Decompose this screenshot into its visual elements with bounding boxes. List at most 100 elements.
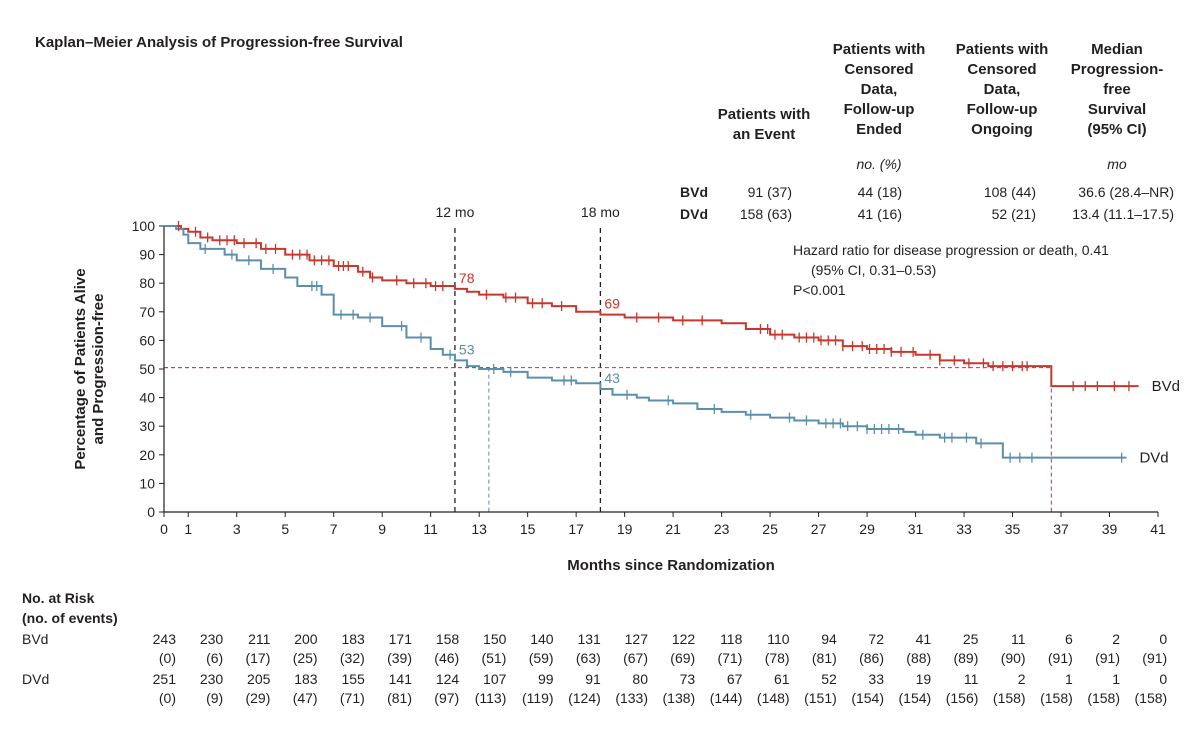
y-tick-label: 40	[139, 390, 155, 406]
risk-events-dvd: (158)	[1087, 690, 1120, 706]
bvd-median: 36.6 (28.4–NR)	[1078, 184, 1174, 200]
risk-count-bvd: 183	[341, 631, 365, 647]
risk-events-dvd: (113)	[474, 690, 507, 706]
header-censored-ended: Patients with Censored Data, Follow-up E…	[832, 41, 926, 138]
x-tick-label: 27	[811, 521, 827, 537]
x-tick-label: 9	[378, 521, 386, 537]
x-tick-label: 37	[1053, 521, 1069, 537]
risk-events-dvd: (148)	[756, 690, 790, 706]
bvd-ongoing: 108 (44)	[983, 184, 1036, 200]
risk-events-dvd: (151)	[804, 690, 837, 706]
risk-count-dvd: 205	[247, 671, 271, 687]
risk-count-bvd: 11	[1011, 631, 1026, 647]
risk-events-bvd: (0)	[158, 650, 176, 666]
header-event: Patients with an Event	[717, 106, 811, 143]
risk-count-dvd: 1	[1112, 671, 1120, 687]
risk-events-dvd: (81)	[387, 690, 412, 706]
x-tick-label: 33	[956, 521, 972, 537]
risk-count-bvd: 131	[577, 631, 601, 647]
x-tick-label: 25	[762, 521, 778, 537]
x-tick-label: 15	[520, 521, 536, 537]
risk-events-dvd: (71)	[339, 690, 365, 706]
data-label-bvd: 69	[604, 296, 620, 312]
risk-count-dvd: 2	[1017, 671, 1026, 687]
risk-count-dvd: 107	[483, 671, 507, 687]
risk-events-bvd: (91)	[1047, 650, 1073, 666]
x-tick-label: 17	[568, 521, 584, 537]
x-tick-label: 41	[1150, 521, 1166, 537]
x-tick-label: 23	[714, 521, 730, 537]
risk-events-bvd: (86)	[859, 650, 884, 666]
risk-events-bvd: (81)	[811, 650, 837, 666]
dvd-event: 158 (63)	[739, 206, 792, 222]
risk-events-bvd: (6)	[206, 650, 224, 666]
page-title: Kaplan–Meier Analysis of Progression-fre…	[35, 34, 403, 51]
hazard-line-1: Hazard ratio for disease progression or …	[793, 242, 1109, 258]
x-tick-label: 3	[233, 521, 241, 537]
dvd-median: 13.4 (11.1–17.5)	[1072, 206, 1174, 222]
risk-events-bvd: (71)	[717, 650, 743, 666]
risk-count-dvd: 33	[868, 671, 884, 687]
risk-events-dvd: (154)	[851, 690, 884, 706]
risk-count-bvd: 171	[388, 631, 412, 647]
risk-events-dvd: (0)	[158, 690, 176, 706]
risk-count-dvd: 73	[679, 671, 696, 687]
risk-events-dvd: (156)	[945, 690, 979, 706]
risk-events-dvd: (158)	[992, 690, 1026, 706]
y-tick-label: 100	[132, 218, 156, 234]
dvd-ended: 41 (16)	[857, 206, 902, 222]
risk-count-dvd: 124	[435, 671, 460, 687]
risk-events-dvd: (97)	[434, 690, 460, 706]
data-label-dvd: 43	[604, 370, 620, 386]
row-label-dvd: DVd	[680, 206, 708, 222]
risk-events-dvd: (29)	[245, 690, 271, 706]
risk-events-bvd: (91)	[1095, 650, 1120, 666]
y-tick-label: 60	[139, 332, 155, 348]
risk-count-dvd: 19	[915, 671, 932, 687]
header-median-pfs: Median Progression- free Survival (95% C…	[1070, 41, 1164, 138]
x-axis-title: Months since Randomization	[567, 557, 775, 574]
data-label-bvd: 78	[459, 270, 475, 286]
header-censored-ongoing: Patients with Censored Data, Follow-up O…	[955, 41, 1049, 138]
x-tick-label: 5	[281, 521, 289, 537]
y-tick-label: 90	[139, 247, 155, 263]
y-tick-label: 20	[139, 447, 155, 463]
risk-events-bvd: (63)	[575, 650, 601, 666]
x-tick-label: 31	[908, 521, 924, 537]
risk-count-dvd: 61	[774, 671, 790, 687]
series-line-bvd	[164, 225, 1139, 388]
risk-count-dvd: 183	[294, 671, 318, 687]
risk-events-dvd: (154)	[898, 690, 932, 706]
reference-line-label: 18 mo	[581, 204, 620, 220]
risk-events-dvd: (119)	[521, 690, 554, 706]
y-tick-label: 70	[139, 304, 155, 320]
risk-events-bvd: (69)	[670, 650, 696, 666]
risk-events-dvd: (158)	[1134, 690, 1168, 706]
risk-title-line-1: No. at Risk	[22, 590, 95, 606]
x-tick-label: 1	[184, 521, 192, 537]
risk-count-dvd: 11	[963, 671, 979, 687]
risk-title-line-2: (no. of events)	[22, 610, 118, 626]
dvd-ongoing: 52 (21)	[991, 206, 1036, 222]
risk-events-dvd: (138)	[662, 690, 696, 706]
risk-events-bvd: (25)	[292, 650, 318, 666]
risk-events-bvd: (90)	[1000, 650, 1026, 666]
y-tick-label: 30	[139, 418, 155, 434]
risk-events-bvd: (78)	[764, 650, 790, 666]
risk-count-bvd: 150	[483, 631, 507, 647]
risk-count-bvd: 25	[962, 631, 979, 647]
risk-count-bvd: 158	[435, 631, 460, 647]
risk-events-bvd: (91)	[1142, 650, 1168, 666]
series-line-dvd	[164, 225, 1127, 459]
risk-count-bvd: 243	[152, 631, 176, 647]
y-axis-title: Percentage of Patients Aliveand Progress…	[72, 268, 107, 469]
risk-count-dvd: 80	[632, 671, 648, 687]
risk-count-dvd: 141	[388, 671, 412, 687]
hazard-ratio-annotation: Hazard ratio for disease progression or …	[793, 240, 1109, 300]
row-label-bvd: BVd	[680, 184, 708, 200]
risk-count-bvd: 2	[1112, 631, 1120, 647]
risk-label-bvd: BVd	[22, 631, 49, 647]
x-tick-label: 21	[665, 521, 681, 537]
bvd-ended: 44 (18)	[857, 184, 902, 200]
